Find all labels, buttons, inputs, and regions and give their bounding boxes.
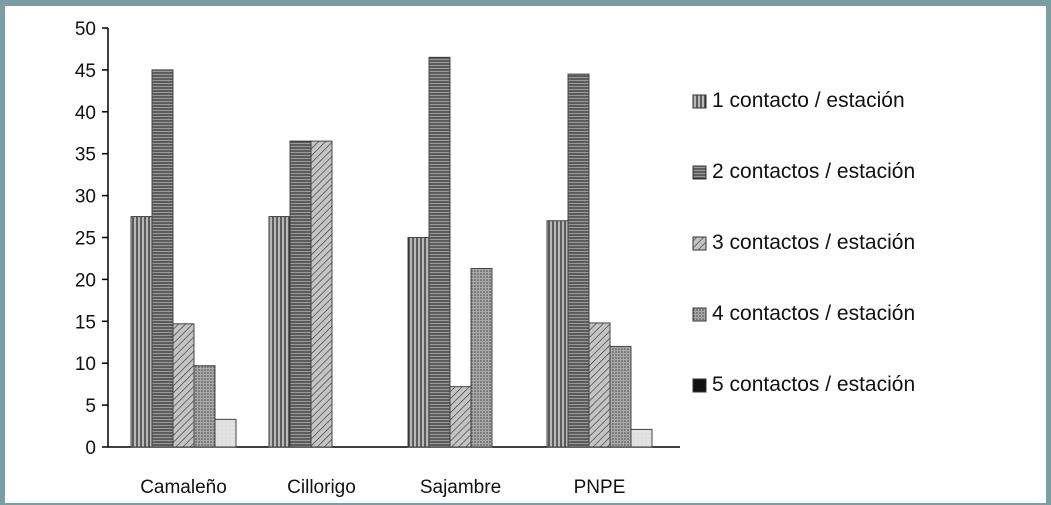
bar-1-0: [130, 216, 153, 448]
y-tick-label: 45: [75, 61, 96, 82]
y-tick-label: 50: [75, 19, 96, 40]
bar-1-1: [268, 216, 291, 448]
bars: [130, 56, 653, 448]
y-tick-label: 35: [75, 145, 96, 166]
bar-group: [268, 140, 333, 448]
y-tick-label: 5: [85, 396, 96, 417]
bar-3-0: [172, 323, 195, 448]
x-axis: Camaleño Cillorigo Sajambre PNPE: [108, 446, 680, 498]
legend-swatch: [692, 165, 707, 180]
legend-item: 5 contactos / estación: [692, 373, 915, 396]
y-tick-label: 10: [75, 354, 96, 375]
bar-4-3: [609, 345, 632, 448]
bar-2-3: [567, 73, 590, 448]
bar-4-0: [193, 365, 216, 448]
bar-1-2: [407, 237, 430, 448]
legend: 1 contacto / estación 2 contactos / estac…: [692, 89, 915, 396]
bar-2-1: [289, 140, 312, 448]
legend-label: 5 contactos / estación: [712, 373, 915, 396]
bar-2-0: [151, 69, 174, 448]
y-tick-label: 25: [75, 229, 96, 250]
bar-4-2: [470, 268, 493, 448]
legend-label: 2 contactos / estación: [712, 160, 915, 183]
y-axis: 0 5 10 15 20 25 30 35 40 45 50: [75, 19, 109, 459]
y-tick-label: 15: [75, 312, 96, 333]
x-tick-label: PNPE: [574, 477, 626, 498]
x-tick-label: Cillorigo: [287, 477, 356, 498]
legend-swatch: [692, 378, 707, 393]
legend-item: 4 contactos / estación: [692, 302, 915, 325]
legend-label: 1 contacto / estación: [712, 89, 905, 112]
legend-item: 3 contactos / estación: [692, 231, 915, 254]
legend-item: 1 contacto / estación: [692, 89, 905, 112]
y-tick-label: 30: [75, 187, 96, 208]
bar-group: [130, 69, 237, 448]
bar-5-0: [214, 418, 237, 448]
legend-swatch: [692, 307, 707, 322]
bar-3-1: [310, 140, 333, 448]
legend-label: 3 contactos / estación: [712, 231, 915, 254]
y-ticks: 0 5 10 15 20 25 30 35 40 45 50: [75, 19, 108, 459]
x-tick-label: Camaleño: [140, 477, 227, 498]
y-tick-label: 0: [85, 438, 96, 459]
x-labels: Camaleño Cillorigo Sajambre PNPE: [140, 477, 625, 498]
legend-item: 2 contactos / estación: [692, 160, 915, 183]
legend-swatch: [692, 94, 707, 109]
legend-swatch: [692, 236, 707, 251]
x-tick-label: Sajambre: [420, 477, 501, 498]
bar-5-3: [630, 428, 653, 448]
bar-3-2: [449, 386, 472, 448]
legend-label: 4 contactos / estación: [712, 302, 915, 325]
bar-3-3: [588, 322, 611, 448]
y-tick-label: 40: [75, 103, 96, 124]
bar-2-2: [428, 56, 451, 448]
y-tick-label: 20: [75, 270, 96, 291]
bar-1-3: [546, 220, 569, 448]
bar-group: [407, 56, 493, 448]
bar-group: [546, 73, 653, 448]
